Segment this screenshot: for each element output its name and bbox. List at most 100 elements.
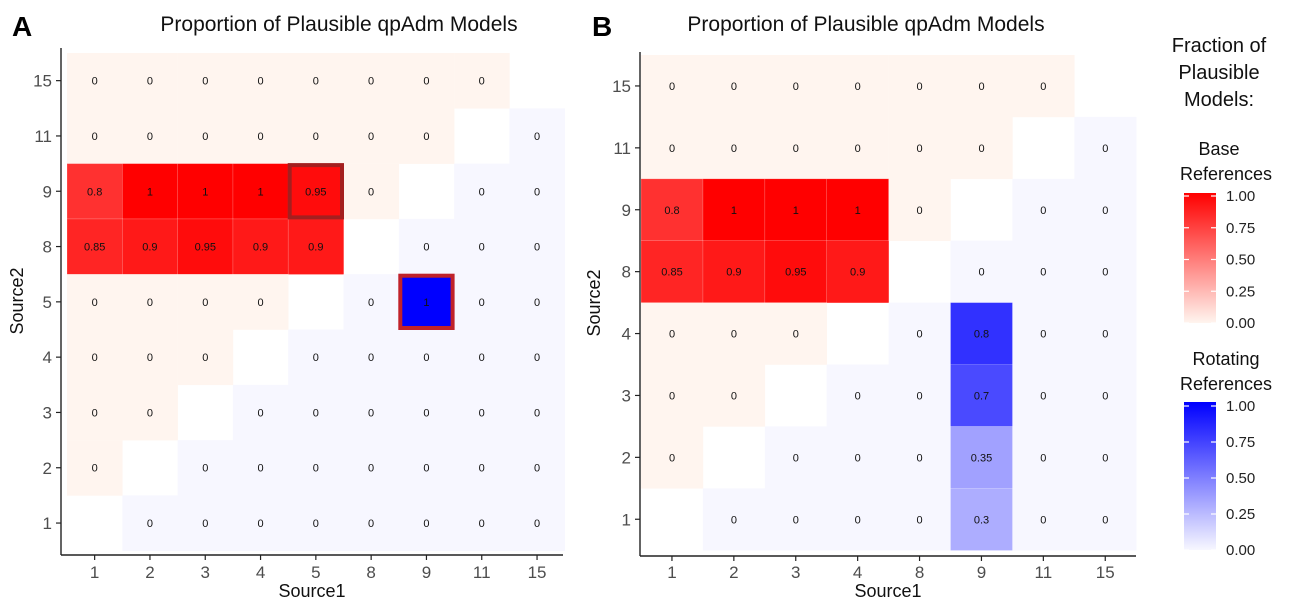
cell-value-label: 0	[669, 329, 675, 341]
x-tick-label: 2	[729, 563, 738, 582]
panel-letter-a: A	[12, 11, 32, 42]
cell-value-label: 0	[917, 514, 923, 526]
legend-base-title-line-2: References	[1180, 164, 1272, 184]
x-tick-label: 4	[256, 563, 265, 582]
cell-value-label: 0.95	[785, 267, 806, 279]
heatmap-cell	[509, 218, 565, 275]
heatmap-cell	[1074, 178, 1137, 241]
cell-value-label: 0	[731, 514, 737, 526]
cell-value-label: 1	[423, 297, 429, 309]
cell-value-label: 0	[92, 131, 98, 143]
cell-value-label: 0	[917, 205, 923, 217]
cell-value-label: 0	[855, 143, 861, 155]
heatmap-cell	[950, 487, 1014, 551]
x-tick-label: 1	[90, 563, 99, 582]
heatmap-cell	[888, 116, 951, 180]
heatmap-cell	[67, 108, 123, 164]
legend-title-line-3: Models:	[1184, 89, 1254, 111]
cell-value-label: 0	[368, 297, 374, 309]
panel-a-highlights	[287, 163, 455, 331]
heatmap-cell	[343, 440, 400, 496]
cell-value-label: 0	[92, 76, 98, 88]
heatmap-cell	[826, 240, 890, 304]
heatmap-cell	[702, 178, 766, 242]
cell-value-label: 0	[313, 407, 319, 419]
cell-value-label: 0	[423, 76, 429, 88]
cell-value-label: 0	[202, 463, 208, 475]
heatmap-cell	[888, 426, 951, 489]
heatmap-cell	[122, 108, 178, 164]
heatmap-cell	[509, 274, 565, 330]
cell-value-label: 0	[479, 463, 485, 475]
cell-value-label: 0	[1040, 205, 1046, 217]
cell-value-label: 0	[1040, 329, 1046, 341]
cell-value-label: 0	[202, 352, 208, 364]
cell-value-label: 0	[1102, 143, 1108, 155]
heatmap-cell	[398, 53, 455, 109]
panel-b-cell-labels: 0 0 0 0 0 0 0 0 0 0 0 0 0 0 0.8 1 1 1 0 0 0 0.85 0.9 0.95 0.9 0 0 0…	[661, 81, 1108, 526]
heatmap-cell	[122, 495, 178, 551]
cell-value-label: 0	[534, 518, 540, 530]
cell-value-label: 0	[423, 518, 429, 530]
cell-value-label: 0	[423, 131, 429, 143]
heatmap-cell	[641, 55, 704, 118]
heatmap-cell	[177, 440, 234, 496]
heatmap-cell	[122, 274, 178, 330]
heatmap-cell	[232, 218, 289, 275]
cell-value-label: 0	[917, 452, 923, 464]
heatmap-cell	[67, 440, 123, 496]
heatmap-cell	[764, 116, 827, 180]
heatmap-cell	[122, 329, 178, 386]
legend-base-ticks: 1.00 0.75 0.50 0.25 0.00	[1184, 188, 1255, 332]
heatmap-cell	[1012, 364, 1075, 427]
heatmap-cell	[764, 426, 827, 489]
heatmap-cell	[288, 108, 344, 164]
legend-tick-label: 0.50	[1226, 470, 1255, 487]
cell-value-label: 0.3	[974, 514, 989, 526]
cell-value-label: 0	[731, 329, 737, 341]
cell-value-label: 0	[917, 329, 923, 341]
heatmap-cell	[1074, 116, 1137, 180]
cell-value-label: 0	[978, 81, 984, 93]
heatmap-cell	[509, 163, 565, 220]
heatmap-cell	[950, 240, 1013, 303]
cell-value-label: 0	[1040, 514, 1046, 526]
y-tick-label: 5	[43, 293, 52, 312]
cell-value-label: 1	[731, 205, 737, 217]
y-tick-label: 15	[612, 77, 631, 96]
heatmap-cell	[343, 163, 400, 220]
x-tick-label: 2	[145, 563, 154, 582]
cell-value-label: 0	[534, 297, 540, 309]
heatmap-cell	[343, 274, 400, 330]
x-tick-label: 15	[1096, 563, 1115, 582]
legend-title-line-2: Plausible	[1178, 62, 1259, 84]
x-tick-label: 8	[366, 563, 375, 582]
cell-value-label: 0.95	[305, 186, 326, 198]
heatmap-cell	[826, 55, 889, 118]
panel-a-cell-labels: 0 0 0 0 0 0 0 0 0 0 0 0 0 0 0 0 0.8 1 1 1 0.95 0 0 0 0.85 0.9 0.95…	[84, 76, 540, 530]
y-tick-label: 1	[43, 514, 52, 533]
cell-value-label: 0	[147, 407, 153, 419]
heatmap-cell	[177, 218, 234, 275]
cell-value-label: 0	[1102, 390, 1108, 402]
cell-value-label: 0	[202, 131, 208, 143]
cell-value-label: 0	[313, 518, 319, 530]
heatmap-cell	[764, 488, 827, 551]
cell-value-label: 0	[313, 463, 319, 475]
y-tick-label: 1	[622, 510, 631, 529]
heatmap-cell	[343, 108, 400, 164]
cell-value-label: 0	[257, 76, 263, 88]
y-tick-label: 4	[43, 348, 52, 367]
y-tick-label: 11	[34, 127, 52, 146]
y-tick-label: 15	[33, 72, 52, 91]
cell-value-label: 0	[423, 463, 429, 475]
heatmap-cell	[826, 116, 889, 180]
heatmap-cell	[122, 53, 178, 109]
heatmap-cell	[343, 329, 400, 386]
cell-value-label: 0	[793, 81, 799, 93]
heatmap-cell	[66, 163, 123, 220]
cell-value-label: 0	[313, 352, 319, 364]
y-tick-label: 3	[43, 403, 52, 422]
heatmap-cell	[343, 384, 400, 441]
cell-value-label: 0	[669, 81, 675, 93]
